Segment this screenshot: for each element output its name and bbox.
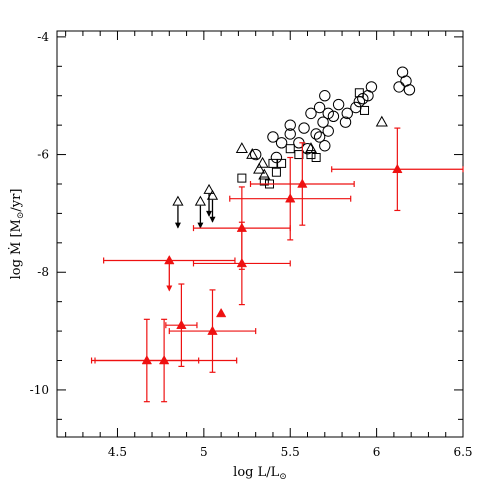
red-triangle-point bbox=[158, 354, 170, 365]
x-tick-label: 6 bbox=[373, 445, 381, 459]
open-square-point bbox=[285, 144, 295, 154]
open-square-point bbox=[237, 173, 247, 183]
open-square-point bbox=[294, 150, 304, 160]
red-triangle-point bbox=[297, 178, 308, 188]
open-triangle-point bbox=[253, 162, 266, 174]
data-marks bbox=[90, 66, 464, 403]
y-tick-label: -8 bbox=[37, 265, 49, 279]
open-circle-point bbox=[350, 101, 362, 114]
open-square-point bbox=[360, 105, 370, 115]
open-circle-point bbox=[332, 98, 345, 111]
y-axis-label: log Ṁ [M⊙/yr] bbox=[7, 189, 26, 280]
open-circle-point bbox=[305, 107, 317, 120]
open-circle-point bbox=[313, 131, 326, 143]
open-circle-point bbox=[267, 131, 279, 143]
open-triangle-limit-point bbox=[203, 183, 215, 194]
y-tick-label: -6 bbox=[37, 148, 49, 162]
x-tick-label: 5.5 bbox=[281, 445, 300, 459]
open-circle-point bbox=[339, 116, 352, 128]
open-triangle-point bbox=[375, 115, 388, 127]
open-circle-point bbox=[319, 140, 331, 152]
upper-limit-arrow-head bbox=[206, 210, 213, 217]
red-triangle-point bbox=[236, 257, 248, 268]
red-triangle-point bbox=[285, 193, 296, 203]
axis-ticks bbox=[57, 31, 464, 437]
open-circle-point bbox=[310, 128, 322, 140]
open-triangle-point bbox=[235, 142, 248, 154]
open-triangle-point bbox=[256, 156, 269, 168]
red-triangle-point bbox=[141, 354, 153, 365]
open-square-point bbox=[271, 167, 281, 177]
y-tick-label: -4 bbox=[37, 30, 49, 44]
open-circle-point bbox=[357, 92, 369, 105]
open-circle-point bbox=[317, 116, 329, 128]
open-triangle-point bbox=[304, 142, 318, 154]
x-tick-label: 5 bbox=[200, 445, 208, 459]
open-square-point bbox=[259, 176, 269, 186]
open-circle-point bbox=[275, 137, 288, 149]
tick-labels: 4.5 5 5.5 6 6.5 -10 -8 -6 -4 bbox=[30, 30, 473, 459]
open-square-point bbox=[277, 158, 287, 168]
open-triangle-limit-point bbox=[206, 189, 219, 200]
upper-limit-arrow-head bbox=[209, 216, 216, 223]
open-triangle-point bbox=[258, 168, 271, 180]
upper-limit-arrow-head bbox=[197, 222, 204, 229]
open-triangle-limit-point bbox=[172, 195, 184, 206]
open-circle-point bbox=[284, 119, 296, 131]
x-tick-label: 4.5 bbox=[108, 445, 127, 459]
open-circle-point bbox=[353, 95, 366, 108]
open-square-point bbox=[311, 153, 321, 163]
red-triangle-point bbox=[215, 307, 227, 318]
red-triangle-point bbox=[392, 163, 403, 174]
open-triangle-limit-point bbox=[194, 195, 206, 206]
red-triangle-point bbox=[207, 325, 218, 335]
open-square-point bbox=[268, 158, 278, 168]
open-circle-point bbox=[319, 90, 331, 102]
open-circle-point bbox=[393, 81, 405, 93]
open-circle-point bbox=[270, 151, 283, 164]
red-triangle-point bbox=[176, 319, 187, 329]
upper-limit-arrow-head bbox=[174, 222, 181, 229]
y-tick-label: -10 bbox=[30, 383, 49, 397]
open-circle-point bbox=[341, 107, 353, 120]
open-square-point bbox=[306, 150, 316, 160]
red-upper-limit-arrow-head bbox=[166, 285, 173, 292]
red-triangle-point bbox=[164, 254, 175, 265]
open-circle-point bbox=[284, 128, 296, 140]
open-circle-point bbox=[322, 125, 334, 137]
x-axis-label: log L/L⊙ bbox=[233, 465, 287, 482]
open-circle-point bbox=[249, 148, 262, 161]
x-tick-label: 6.5 bbox=[453, 445, 472, 459]
open-circle-point bbox=[298, 122, 310, 134]
open-square-point bbox=[354, 88, 364, 98]
plot-frame bbox=[56, 30, 464, 438]
open-circle-point bbox=[327, 110, 340, 123]
open-circle-point bbox=[313, 101, 326, 114]
open-triangle-point bbox=[246, 148, 259, 159]
open-circle-point bbox=[403, 84, 416, 96]
